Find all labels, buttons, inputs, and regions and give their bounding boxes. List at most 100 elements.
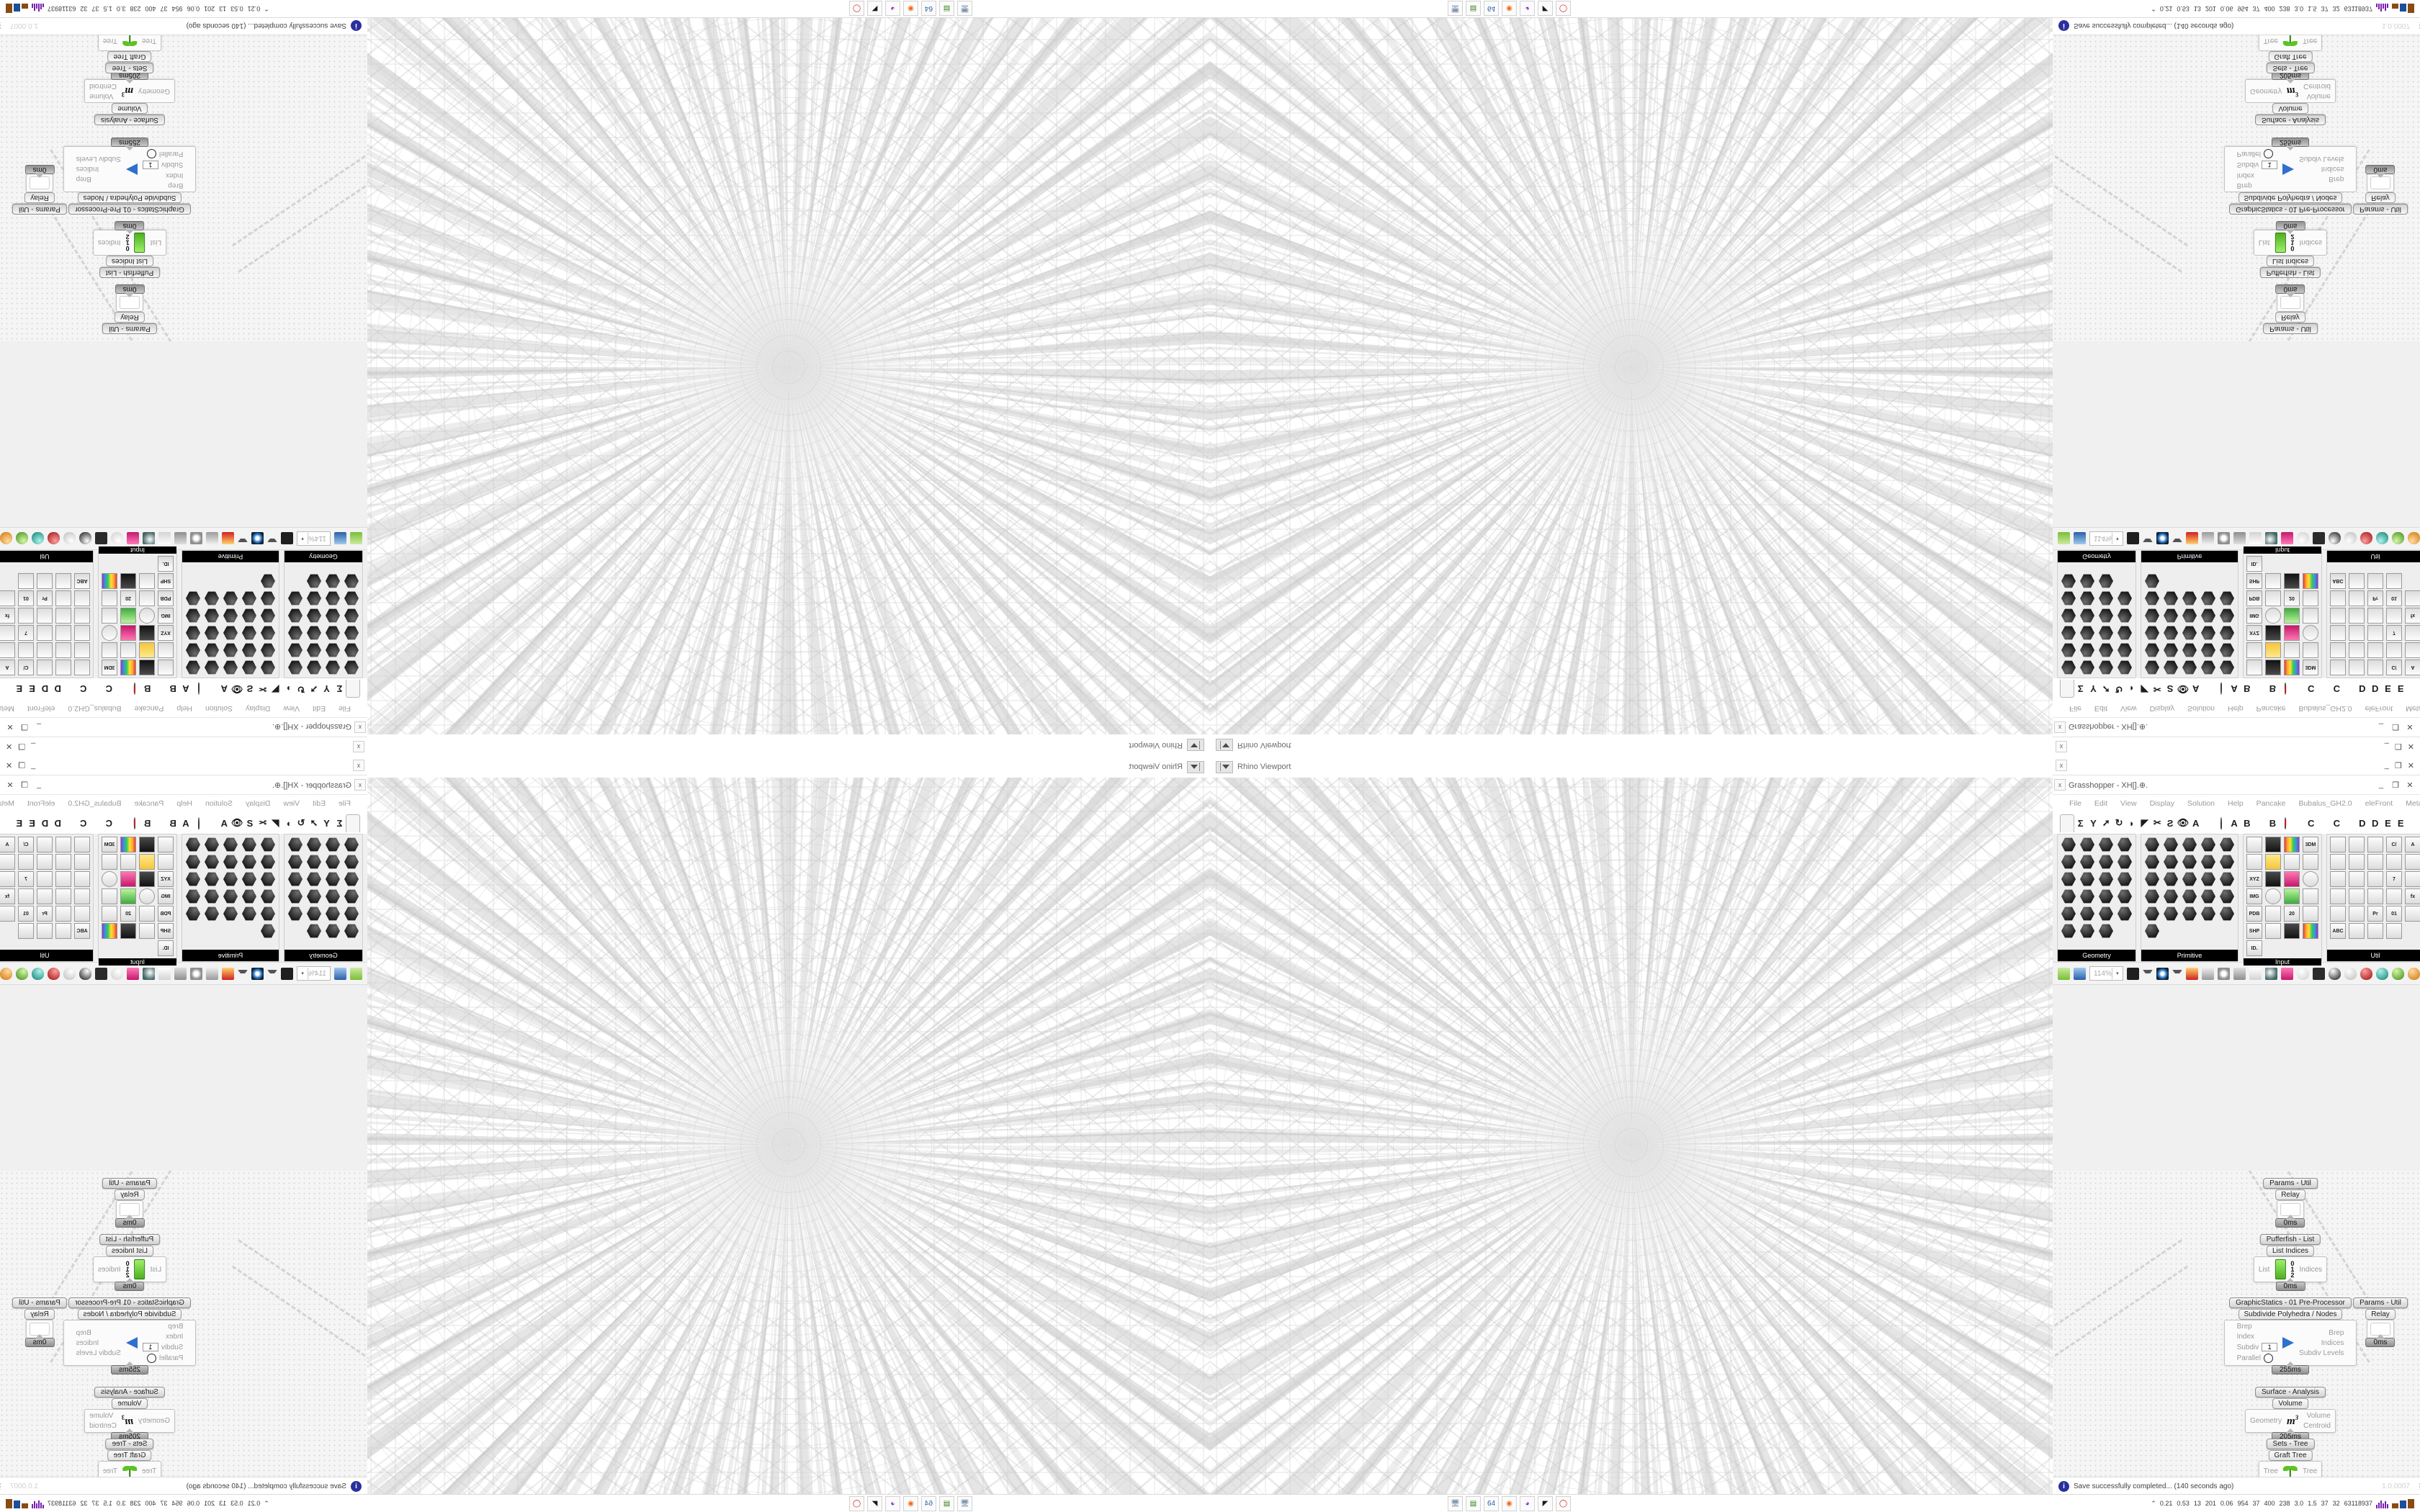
menu-item-edit[interactable]: Edit (312, 704, 326, 713)
menu-item-file[interactable]: File (2069, 704, 2081, 713)
quad-icon[interactable] (2200, 854, 2217, 870)
blob-gray-icon[interactable] (73, 906, 91, 922)
arrow-fill-icon[interactable] (55, 573, 72, 589)
zero-one-panel-icon[interactable]: 01 (2385, 906, 2403, 922)
mesh-icon[interactable] (305, 608, 323, 624)
plugin-chicken-tab[interactable] (64, 814, 77, 832)
list-icon[interactable] (138, 573, 156, 589)
eraser-icon[interactable] (2348, 625, 2365, 641)
vector-tab[interactable]: ➚ (2099, 680, 2112, 698)
pink-box-icon[interactable] (2280, 966, 2293, 981)
hatch-icon[interactable] (2162, 854, 2179, 870)
zero-one-panel-icon[interactable]: 01 (17, 906, 35, 922)
zero-one-icon[interactable] (2200, 888, 2217, 904)
list-icon[interactable] (2264, 923, 2282, 939)
play-icon[interactable] (73, 854, 91, 870)
maths-tab[interactable]: Σ (2074, 680, 2087, 698)
plugin-c2-tab[interactable]: C (2330, 680, 2343, 698)
plugin-a1-tab[interactable]: A (218, 814, 230, 832)
plugin-e1-tab[interactable]: E (26, 814, 39, 832)
outer-minimize-icon[interactable]: _ (31, 742, 36, 752)
axes-icon[interactable] (2329, 871, 2347, 887)
snow-icon[interactable] (324, 923, 341, 939)
mesh-icon[interactable] (2097, 888, 2115, 904)
seven-icon[interactable] (2218, 871, 2236, 887)
cone-icon[interactable] (343, 590, 360, 606)
gradient-pink-icon[interactable] (120, 871, 137, 887)
clock-icon[interactable] (222, 642, 239, 658)
graph-icon[interactable] (2302, 608, 2319, 624)
polygon-icon[interactable] (2143, 854, 2161, 870)
plugin-leaf-tab[interactable] (205, 814, 218, 832)
line-icon[interactable] (324, 837, 341, 852)
sliders-icon[interactable] (138, 906, 156, 922)
red-oval-icon[interactable]: ◯ (1556, 1495, 1571, 1511)
minimize-button[interactable]: _ (2378, 780, 2384, 789)
branch-icon[interactable] (2143, 625, 2161, 641)
grasshopper-title-bar[interactable]: x Grasshopper - XH[].⊕. _ ❐ ✕ (2053, 717, 2420, 737)
eraser-icon[interactable] (2348, 871, 2365, 887)
abc-icon[interactable]: ABC (73, 573, 91, 589)
script-icon[interactable] (2218, 854, 2236, 870)
import-icon[interactable] (157, 837, 174, 852)
shade-teal-icon[interactable] (2375, 531, 2388, 546)
net-icon[interactable] (2162, 888, 2179, 904)
transform-tab[interactable]: Ƨ (2164, 814, 2177, 832)
egg-icon[interactable] (2367, 888, 2384, 904)
xyz-icon[interactable]: XYZ (157, 871, 174, 887)
curve-tab[interactable]: ↻ (295, 680, 308, 698)
transform-tab[interactable]: Ƨ (243, 814, 256, 832)
shade-white-icon[interactable] (63, 966, 76, 981)
pdb-icon[interactable]: PDB (2246, 590, 2263, 606)
tree-icon[interactable] (73, 608, 91, 624)
geom-pipe-icon[interactable] (2116, 906, 2133, 922)
seven-icon[interactable] (2218, 625, 2236, 641)
xyz-icon[interactable]: XYZ (157, 625, 174, 641)
eraser-icon[interactable] (55, 625, 72, 641)
display-tab[interactable]: 👁 (2177, 680, 2190, 698)
plugin-grid-tab[interactable] (2292, 680, 2305, 698)
outer-minimize-icon[interactable]: _ (31, 760, 36, 770)
plugin-mountain-tab[interactable] (154, 680, 167, 698)
save64-icon[interactable]: 64 (921, 1, 936, 17)
binocular-icon[interactable] (2246, 642, 2263, 658)
rotate-icon[interactable] (2348, 906, 2365, 922)
interval-icon[interactable] (2143, 888, 2161, 904)
star-icon[interactable] (2162, 660, 2179, 675)
doc-icon[interactable] (2162, 906, 2179, 922)
binocular-icon[interactable] (2246, 854, 2263, 870)
id-icon[interactable] (203, 906, 220, 922)
gradient-pink-icon[interactable] (120, 625, 137, 641)
plugin-d2-tab[interactable]: D (38, 680, 51, 698)
3dm-icon[interactable]: 3DM (101, 660, 118, 675)
spiral-gray-icon[interactable] (17, 642, 35, 658)
eraser-icon[interactable] (55, 871, 72, 887)
spiral-icon[interactable] (287, 837, 304, 852)
balloon-icon[interactable] (111, 966, 124, 981)
twist-icon[interactable] (343, 573, 360, 589)
text-ab-icon[interactable] (305, 871, 323, 887)
aug20-icon[interactable]: 20 (120, 906, 137, 922)
seven-panel-icon[interactable]: 7 (17, 871, 35, 887)
plugin-leaf-tab[interactable] (205, 680, 218, 698)
point-axis-icon[interactable] (120, 854, 137, 870)
sphere-shade-icon[interactable] (184, 590, 202, 606)
close-button[interactable]: ✕ (6, 780, 14, 790)
pie-icon[interactable] (2181, 888, 2198, 904)
play-icon[interactable] (2329, 642, 2347, 658)
import-icon[interactable] (157, 660, 174, 675)
flame-icon[interactable] (222, 531, 235, 546)
plugin-a1-tab[interactable]: A (2190, 814, 2202, 832)
grasshopper-title-bar[interactable]: x Grasshopper - XH[].⊕. _ ❐ ✕ (2053, 775, 2420, 795)
abc-icon[interactable]: ABC (73, 923, 91, 939)
aug20-icon[interactable]: 20 (2283, 906, 2300, 922)
img-icon[interactable]: IMG (2246, 888, 2263, 904)
minimize-button[interactable]: _ (36, 780, 42, 789)
line-icon[interactable] (2079, 660, 2096, 675)
green-grid-icon[interactable] (120, 608, 137, 624)
menu-item-file[interactable]: File (2069, 799, 2081, 808)
point-axis-icon[interactable] (120, 642, 137, 658)
grasshopper-title-bar[interactable]: x Grasshopper - XH[].⊕. _ ❐ ✕ (0, 775, 367, 795)
rhino-viewport-canvas[interactable] (367, 778, 1210, 1512)
record-icon[interactable] (55, 854, 72, 870)
